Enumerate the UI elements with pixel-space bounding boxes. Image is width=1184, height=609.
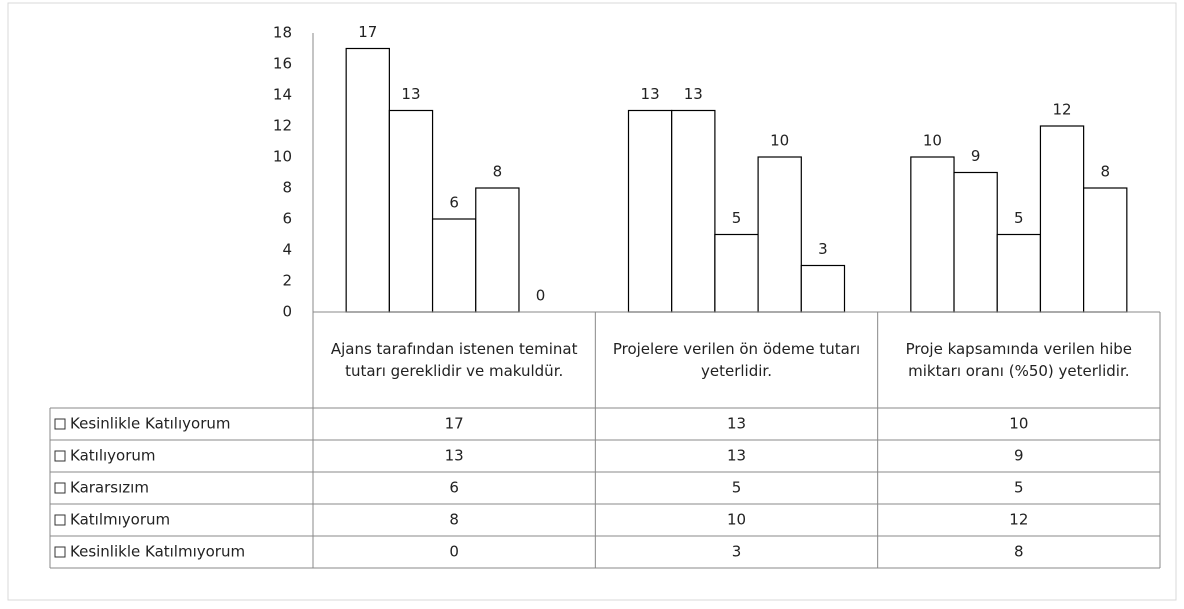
legend-key: [54, 514, 66, 526]
bar: [757, 156, 802, 313]
y-tick-label: 14: [273, 86, 292, 104]
y-tick-label: 12: [273, 117, 292, 135]
legend-label: Kesinlikle Katılıyorum: [70, 415, 230, 433]
legend-label: Katılmıyorum: [70, 511, 170, 529]
y-tick-label: 0: [282, 303, 292, 321]
table-value: 3: [732, 543, 742, 561]
table-value: 13: [727, 415, 746, 433]
data-label: 8: [493, 163, 503, 181]
bar: [475, 187, 520, 313]
data-label: 3: [818, 240, 828, 258]
table-value: 6: [449, 479, 459, 497]
data-label: 0: [536, 287, 546, 305]
bar: [714, 233, 759, 313]
data-label: 6: [449, 194, 459, 212]
table-value: 17: [445, 415, 464, 433]
table-value: 12: [1009, 511, 1028, 529]
x-tick-label: Proje kapsamında verilen hibe miktarı or…: [905, 340, 1133, 380]
y-tick-label: 6: [282, 210, 292, 228]
table-value: 10: [1009, 415, 1028, 433]
bar: [431, 218, 477, 313]
data-label: 13: [401, 85, 420, 103]
category-cell: Proje kapsamında verilen hibe miktarı or…: [905, 340, 1133, 380]
y-tick-label: 4: [282, 241, 292, 259]
data-label: 5: [732, 209, 742, 227]
data-label: 10: [770, 132, 789, 150]
legend-key: [54, 482, 66, 494]
category-cell: Projelere verilen ön ödeme tutarı yeterl…: [612, 340, 861, 380]
bar: [910, 156, 955, 313]
category-cell: Ajans tarafından istenen teminat tutarı …: [330, 340, 578, 380]
table-value: 5: [732, 479, 742, 497]
legend-label: Kesinlikle Katılmıyorum: [70, 543, 245, 561]
table-value: 10: [727, 511, 746, 529]
table-value: 8: [1014, 543, 1024, 561]
data-label: 8: [1100, 163, 1110, 181]
legend-key: [54, 450, 66, 462]
y-tick-label: 10: [273, 148, 292, 166]
x-tick-label: Ajans tarafından istenen teminat tutarı …: [330, 340, 578, 380]
table-value: 9: [1014, 447, 1024, 465]
bar: [996, 233, 1042, 313]
table-value: 5: [1014, 479, 1024, 497]
legend-key: [54, 418, 66, 430]
bar: [1083, 187, 1128, 313]
bar: [800, 264, 846, 313]
table-value: 0: [449, 543, 459, 561]
y-tick-label: 2: [282, 272, 292, 290]
bar: [627, 109, 673, 313]
data-label: 10: [923, 132, 942, 150]
legend-key: [54, 546, 66, 558]
y-tick-label: 18: [273, 24, 292, 42]
bar: [388, 109, 434, 313]
bar: [953, 171, 998, 313]
data-label: 17: [358, 23, 377, 41]
x-tick-label: Projelere verilen ön ödeme tutarı yeterl…: [612, 340, 861, 380]
legend-label: Kararsızım: [70, 479, 149, 497]
bar: [1039, 125, 1085, 313]
table-value: 13: [727, 447, 746, 465]
table-value: 8: [449, 511, 459, 529]
bar: [345, 47, 390, 313]
data-label: 13: [684, 85, 703, 103]
data-label: 5: [1014, 209, 1024, 227]
data-label: 9: [971, 147, 981, 165]
y-tick-label: 16: [273, 55, 292, 73]
bar: [671, 109, 716, 313]
y-tick-label: 8: [282, 179, 292, 197]
data-label: 13: [641, 85, 660, 103]
data-label: 12: [1052, 101, 1071, 119]
legend-label: Katılıyorum: [70, 447, 156, 465]
table-value: 13: [445, 447, 464, 465]
